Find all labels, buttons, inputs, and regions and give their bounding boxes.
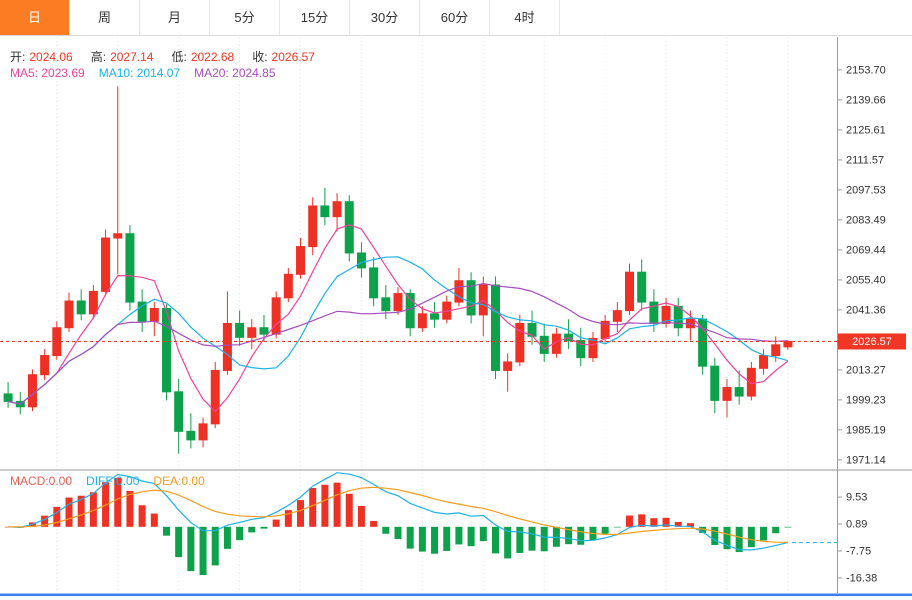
tab-15分[interactable]: 15分	[280, 0, 350, 35]
ohlc-close: 收: 2026.57	[252, 50, 315, 64]
macd-histogram	[4, 477, 792, 576]
price-axis-labels: 2153.70 2139.66 2125.61 2111.57 2097.53 2083.…	[837, 64, 886, 466]
diff-line	[8, 472, 789, 551]
last-price-tag: 2026.57	[838, 333, 906, 350]
ma5-line	[7, 224, 789, 413]
macd-value-macd: MACD:0.00	[10, 474, 73, 488]
ma20-line	[7, 282, 788, 405]
ma-row: MA5: 2023.69 MA10: 2014.07 MA20: 2024.85	[10, 66, 290, 80]
chart-canvas[interactable]: 2153.70 2139.66 2125.61 2111.57 2097.53 2083.…	[0, 37, 912, 600]
dea-line	[8, 486, 788, 543]
svg-text:2069.44: 2069.44	[846, 244, 886, 256]
macd-value-diff: DIFF:0.00	[86, 474, 140, 488]
svg-text:2125.61: 2125.61	[846, 124, 886, 136]
svg-text:2055.40: 2055.40	[846, 274, 886, 286]
svg-text:2097.53: 2097.53	[846, 184, 886, 196]
svg-text:0.89: 0.89	[846, 519, 867, 531]
ma-value-ma10: MA10: 2014.07	[98, 66, 181, 80]
ohlc-open: 开: 2024.06	[10, 50, 73, 64]
ohlc-low: 低: 2022.68	[171, 50, 235, 64]
svg-text:1999.23: 1999.23	[846, 394, 886, 406]
svg-text:-16.38: -16.38	[846, 572, 877, 584]
time-scrollbar[interactable]	[0, 593, 912, 597]
svg-text:2041.36: 2041.36	[846, 304, 886, 316]
svg-text:1985.19: 1985.19	[846, 424, 886, 436]
svg-text:2111.57: 2111.57	[846, 154, 884, 166]
macd-axis-labels: 9.53 0.89 -7.75 -16.38	[837, 492, 877, 584]
ma-value-ma20: MA20: 2024.85	[194, 66, 276, 80]
macd-value-dea: DEA:0.00	[153, 474, 205, 488]
svg-text:2139.66: 2139.66	[846, 94, 886, 106]
svg-text:2083.49: 2083.49	[846, 214, 886, 226]
svg-text:2013.27: 2013.27	[846, 364, 886, 376]
svg-text:2153.70: 2153.70	[846, 64, 886, 76]
macd-row: MACD:0.00 DIFF:0.00 DEA:0.00	[10, 474, 219, 488]
ma10-line	[7, 256, 789, 405]
svg-text:9.53: 9.53	[846, 492, 867, 504]
tab-月[interactable]: 月	[140, 0, 210, 35]
tab-日[interactable]: 日	[0, 0, 70, 35]
tab-周[interactable]: 周	[70, 0, 140, 35]
svg-text:2026.57: 2026.57	[852, 336, 892, 348]
svg-text:-7.75: -7.75	[846, 546, 871, 558]
tab-5分[interactable]: 5分	[210, 0, 280, 35]
tab-4时[interactable]: 4时	[490, 0, 560, 35]
ohlc-high: 高: 2027.14	[90, 50, 154, 64]
timeframe-tabs: 日周月 5分 15分 30分 60分 4时	[0, 0, 912, 36]
tab-60分[interactable]: 60分	[420, 0, 490, 35]
svg-text:1971.14: 1971.14	[846, 454, 886, 466]
ma-value-ma5: MA5: 2023.69	[10, 66, 85, 80]
candles-layer	[3, 86, 793, 454]
tab-30分[interactable]: 30分	[350, 0, 420, 35]
ohlc-row: 开: 2024.06 高: 2027.14 低: 2022.68 收: 2026.57	[10, 48, 333, 65]
